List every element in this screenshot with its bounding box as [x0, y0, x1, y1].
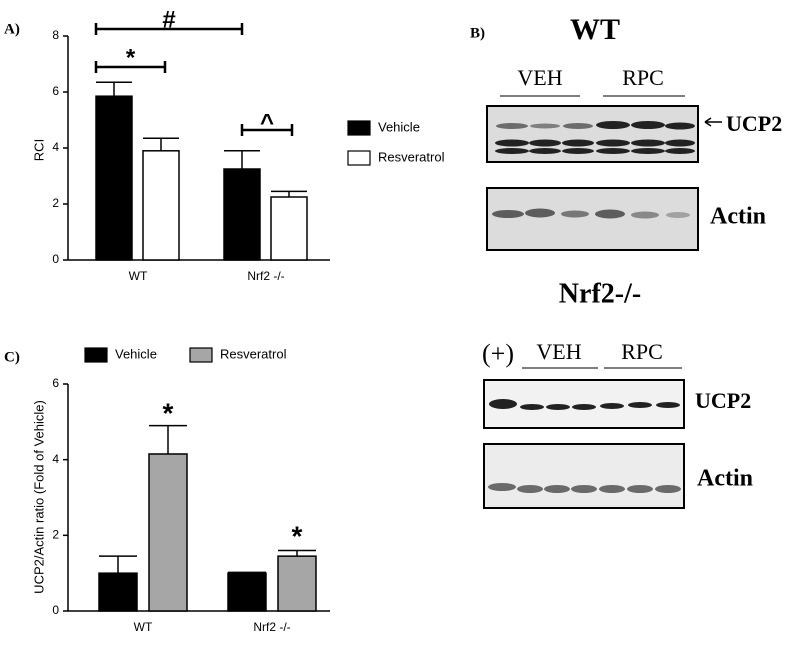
error-bar [99, 555, 137, 574]
error-bar [271, 190, 307, 197]
significance-label: * [163, 397, 174, 428]
bar [95, 95, 133, 261]
x-tick-label: Nrf2 -/- [253, 620, 290, 634]
panel-label: C) [4, 349, 20, 365]
y-tick-label: 2 [52, 528, 59, 542]
error-bar [228, 571, 266, 574]
y-tick-label: 4 [52, 140, 59, 154]
bar [270, 196, 308, 261]
y-tick-label: 0 [52, 252, 59, 266]
bands [492, 208, 690, 219]
blot-title: WT [570, 13, 620, 46]
y-axis-label: UCP2/Actin ratio (Fold of Vehicle) [31, 400, 46, 594]
legend-label: Resveratrol [220, 346, 287, 361]
bar [223, 168, 261, 261]
legend-label: Vehicle [378, 119, 420, 134]
y-tick-label: 0 [52, 603, 59, 617]
panel-label: B) [470, 25, 485, 41]
y-tick-label: 4 [52, 452, 59, 466]
y-tick-label: 8 [52, 28, 59, 42]
error-bar [96, 81, 132, 97]
bar [98, 572, 138, 612]
y-tick-label: 6 [52, 84, 59, 98]
x-tick-label: Nrf2 -/- [247, 269, 284, 283]
group-label: VEH [517, 65, 562, 90]
bar [142, 150, 180, 261]
band-label: Actin [697, 466, 753, 492]
band-label: UCP2 [726, 111, 782, 136]
legend-label: Resveratrol [378, 149, 445, 164]
blot-box [483, 443, 685, 509]
significance-bracket [94, 61, 167, 73]
significance-label: ^ [260, 109, 274, 136]
error-bar [143, 137, 179, 151]
blot-title: Nrf2-/- [559, 278, 641, 309]
y-tick-label: 2 [52, 196, 59, 210]
significance-bracket [240, 124, 294, 136]
y-tick-label: 6 [52, 376, 59, 390]
error-bar [278, 549, 316, 557]
bands [489, 399, 680, 410]
panel-label: A) [4, 21, 20, 37]
group-label: RPC [622, 65, 664, 90]
bar [227, 572, 267, 612]
significance-label: # [162, 6, 175, 33]
x-tick-label: WT [129, 269, 148, 283]
significance-label: * [292, 520, 303, 551]
bands [488, 483, 681, 493]
control-label: (+) [482, 339, 514, 368]
error-bar [224, 150, 260, 169]
wt-blot: WT VEH RPC UCP2 Actin [486, 13, 782, 251]
error-bar [149, 424, 187, 454]
band-label: Actin [710, 204, 766, 230]
significance-label: * [126, 44, 136, 71]
group-label: RPC [621, 339, 663, 364]
x-tick-label: WT [134, 620, 153, 634]
group-label: VEH [536, 339, 581, 364]
legend-swatch [189, 347, 213, 363]
bands [495, 121, 695, 154]
arrow-head [704, 117, 712, 127]
bar [277, 555, 317, 612]
legend-swatch [347, 120, 371, 136]
legend-swatch [84, 347, 108, 363]
legend-label: Vehicle [115, 346, 157, 361]
blot-box [486, 187, 699, 251]
legend-swatch [347, 150, 371, 166]
y-axis-label: RCI [31, 139, 46, 161]
bar [148, 453, 188, 612]
significance-bracket [94, 23, 244, 35]
band-label: UCP2 [695, 388, 751, 413]
nrf2-blot: Nrf2-/- (+) VEH RPC UCP2 Actin [482, 278, 753, 509]
